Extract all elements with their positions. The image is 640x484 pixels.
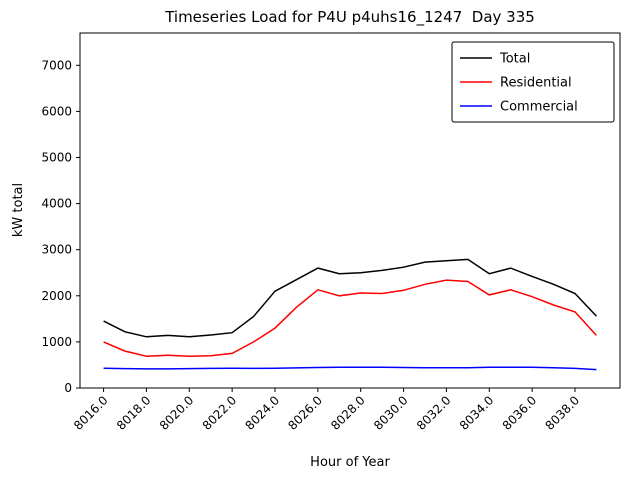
legend-label: Commercial	[500, 100, 578, 115]
legend-item-total: Total	[460, 52, 530, 67]
y-tick-label: 6000	[41, 104, 72, 118]
x-axis-label: Hour of Year	[310, 455, 390, 470]
y-axis-label: kW total	[11, 183, 26, 237]
x-axis: 8016.0 8018.0 8020.0 8022.0 8024.0 8026.0 8028…	[71, 388, 582, 433]
chart-title: Timeseries Load for P4U p4uhs16_1247 Day…	[164, 8, 535, 27]
legend-item-residential: Residential	[460, 76, 572, 91]
y-tick-label: 3000	[41, 243, 72, 257]
series-lines	[103, 258, 597, 371]
series-line-commercial	[103, 366, 597, 371]
series-line-residential	[103, 279, 597, 357]
legend-label: Total	[499, 52, 530, 67]
x-tick-label: 8024.0	[243, 393, 283, 433]
x-tick-label: 8036.0	[500, 393, 540, 433]
x-tick-label: 8038.0	[543, 393, 583, 433]
series-line-total	[103, 258, 597, 338]
plot-area-border	[79, 32, 621, 389]
x-tick-label: 8020.0	[157, 393, 197, 433]
legend-label: Residential	[500, 76, 572, 91]
x-tick-label: 8030.0	[371, 393, 411, 433]
y-tick-label: 7000	[41, 58, 72, 72]
y-tick-label: 2000	[41, 289, 72, 303]
y-tick-label: 1000	[41, 335, 72, 349]
y-axis: 0 1000 2000 3000 4000 5000 6000 7000	[41, 58, 80, 395]
x-tick-label: 8026.0	[285, 393, 325, 433]
legend-item-commercial: Commercial	[460, 100, 578, 115]
legend-box	[451, 41, 615, 123]
x-tick-label: 8034.0	[457, 393, 497, 433]
x-tick-label: 8018.0	[114, 393, 154, 433]
x-tick-label: 8032.0	[414, 393, 454, 433]
x-tick-label: 8022.0	[200, 393, 240, 433]
x-tick-label: 8028.0	[328, 393, 368, 433]
legend: Total Residential Commercial	[451, 41, 615, 123]
y-tick-label: 5000	[41, 150, 72, 164]
y-tick-label: 0	[64, 381, 72, 395]
x-tick-label: 8016.0	[71, 393, 111, 433]
y-tick-label: 4000	[41, 197, 72, 211]
